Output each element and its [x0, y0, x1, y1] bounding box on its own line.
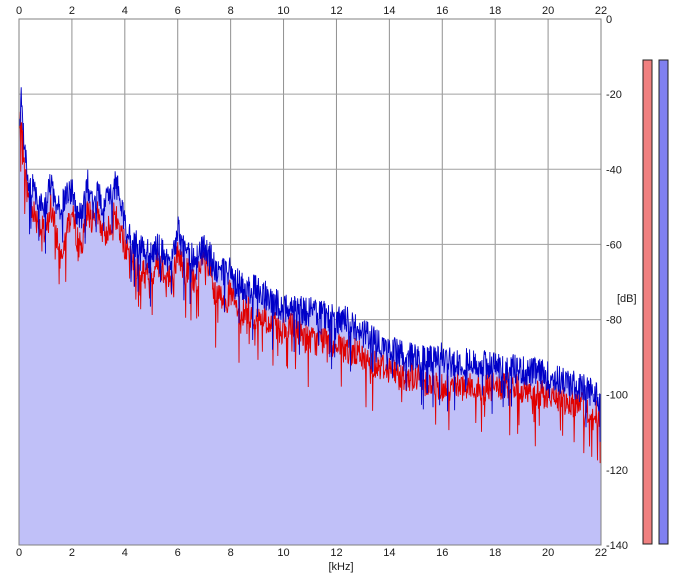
x-tick-label: 6 [175, 547, 181, 559]
series-line-right [19, 87, 601, 442]
x-tick-label: 8 [228, 547, 234, 559]
x-tick-label: 10 [277, 547, 289, 559]
y-tick-label: -100 [606, 390, 628, 402]
x-tick-label: 22 [595, 547, 607, 559]
y-tick-labels: 0 -20 -40 -60 -80 -100 -120 -140 [606, 14, 628, 552]
x-tick-label: 20 [542, 547, 554, 559]
spectrum-area [19, 87, 601, 545]
x-tick-label: 12 [330, 547, 342, 559]
level-meter-right [658, 59, 669, 545]
y-axis-label: [dB] [617, 293, 637, 305]
x-tick-label: 16 [436, 5, 448, 17]
x-tick-label: 8 [228, 5, 234, 17]
y-tick-label: -80 [606, 315, 622, 327]
y-tick-label: -140 [606, 540, 628, 552]
x-tick-label: 2 [69, 5, 75, 17]
series-lines [19, 87, 601, 464]
y-tick-label: -20 [606, 89, 622, 101]
plot-frame [18, 18, 602, 546]
x-tick-label: 14 [383, 5, 395, 17]
x-tick-label: 20 [542, 5, 554, 17]
x-tick-label: 16 [436, 547, 448, 559]
x-tick-labels-top: 0 2 4 6 8 10 12 14 16 18 20 22 [16, 5, 607, 17]
x-tick-label: 18 [489, 5, 501, 17]
y-tick-label: -40 [606, 164, 622, 176]
level-meters [642, 59, 669, 545]
x-tick-label: 0 [16, 547, 22, 559]
x-tick-label: 6 [175, 5, 181, 17]
x-tick-label: 2 [69, 547, 75, 559]
x-tick-label: 0 [16, 5, 22, 17]
y-tick-label: 0 [606, 14, 612, 26]
y-tick-label: -60 [606, 239, 622, 251]
x-tick-label: 4 [122, 5, 128, 17]
x-tick-label: 22 [595, 5, 607, 17]
spectrum-fill [19, 87, 601, 545]
x-tick-label: 4 [122, 547, 128, 559]
x-tick-label: 10 [277, 5, 289, 17]
x-tick-label: 18 [489, 547, 501, 559]
level-meter-left [642, 59, 653, 545]
x-tick-label: 12 [330, 5, 342, 17]
x-tick-label: 14 [383, 547, 395, 559]
y-tick-label: -120 [606, 465, 628, 477]
x-tick-labels-bottom: 0 2 4 6 8 10 12 14 16 18 20 22 [16, 547, 607, 559]
x-axis-label: [kHz] [328, 561, 353, 573]
